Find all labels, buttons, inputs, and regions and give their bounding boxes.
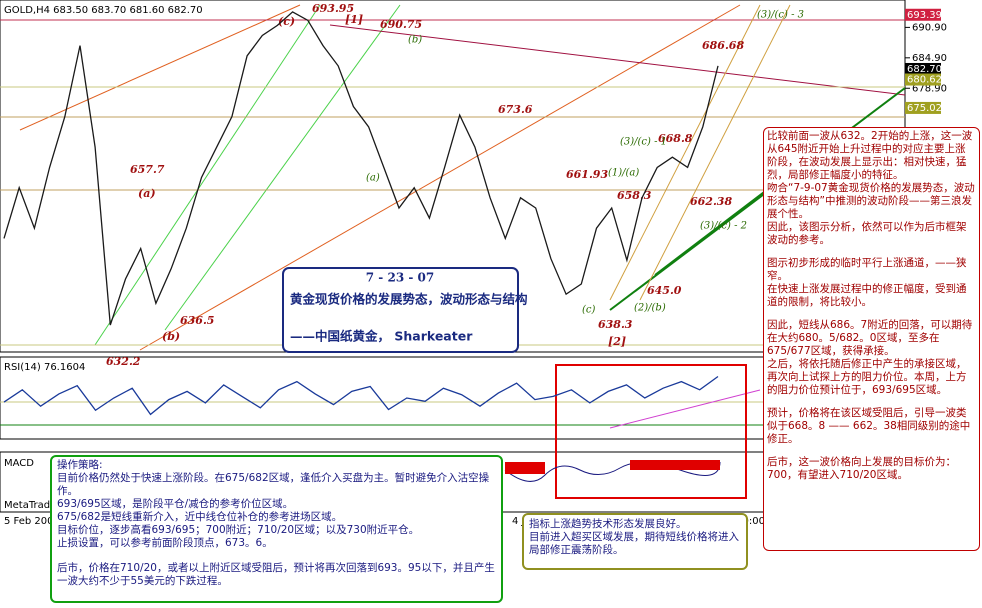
price-tag xyxy=(905,8,941,21)
chart-title: GOLD,H4 683.50 683.70 681.60 682.70 xyxy=(4,5,203,16)
paragraph: 操作策略: xyxy=(57,459,103,471)
wave-label: [2] xyxy=(608,335,626,348)
y-tick-label: 678.90 xyxy=(912,83,947,94)
price-tag xyxy=(905,62,941,75)
price-tag xyxy=(905,73,941,86)
strategy-box: 操作策略: 目前价格仍然处于快速上涨阶段。在675/682区域，逢低介入买盘为主。… xyxy=(50,455,503,603)
wave-label: 661.93 xyxy=(566,168,608,181)
wave-label: (b) xyxy=(162,330,180,343)
box-author: ——中国纸黄金， Sharkeater xyxy=(290,329,473,344)
platform-label: MetaTrader xyxy=(4,500,61,511)
price-line xyxy=(3,11,719,326)
rsi-title: RSI(14) 76.1604 xyxy=(4,362,85,373)
wave-label: (a) xyxy=(366,173,380,184)
wave-label: 693.95 xyxy=(312,2,354,15)
x-label: 5 Feb 2007 xyxy=(4,516,60,527)
paragraph: 693/695区域，是阶段平仓/减仓的参考价位区域。 xyxy=(57,498,294,510)
wave-label: 690.75 xyxy=(380,18,422,31)
wave-label: [1] xyxy=(345,13,363,26)
indicator-box: 指标上涨趋势技术形态发展良好。 目前进入超买区域发展，期待短线价格将进入局部修正震… xyxy=(522,513,748,570)
wave-label: 673.6 xyxy=(498,103,533,116)
wave-label: 645.0 xyxy=(647,284,682,297)
wave-label: 638.3 xyxy=(598,318,633,331)
paragraph: 目前价格仍然处于快速上涨阶段。在675/682区域，逢低介入买盘为主。暂时避免介… xyxy=(57,472,490,497)
wave-label: 632.2 xyxy=(106,355,141,368)
wave-label: (2)/(b) xyxy=(634,303,666,314)
paragraph: 吻合“7-9-07黄金现货价格的发展势态，波动形态与结构”中推测的波动阶段——第… xyxy=(767,182,975,220)
y-tick-label: 684.90 xyxy=(912,53,947,64)
price-tag xyxy=(905,101,941,114)
price-tag-label: 693.39 xyxy=(907,10,942,21)
wave-label: 686.68 xyxy=(702,39,744,52)
paragraph: 之后，将依托随后修正中产生的承接区域，再次向上试探上方的阻力价位。本周，上方的阻… xyxy=(767,358,967,396)
wave-label: 657.7 xyxy=(130,163,165,176)
paragraph: 因此，短线从686。7附近的回落，可以期待在大约680。5/682。0区域，至多… xyxy=(767,319,973,357)
wave-label: 658.3 xyxy=(617,189,652,202)
paragraph: 后市，这一波价格向上发展的目标价为：700，有望进入710/20区域。 xyxy=(767,456,956,481)
wave-label: (c) xyxy=(278,15,295,28)
paragraph: 在快速上涨发展过程中的修正幅度，受到通道的限制，将比较小。 xyxy=(767,283,967,308)
wave-label: (3)/(c) - 1 xyxy=(620,137,667,148)
wave-label: (3)/(c) - 2 xyxy=(700,221,747,232)
wave-labels: 693.95 (c) [1] 690.75 (b) 657.7 (a) 636.… xyxy=(106,2,804,368)
paragraph: 目前进入超买区域发展，期待短线价格将进入局部修正震荡阶段。 xyxy=(529,531,739,556)
paragraph: 因此，该图示分析，依然可以作为后市框架波动的参考。 xyxy=(767,221,967,246)
paragraph: 后市，价格在710/20，或者以上附近区域受阻后，预计将再次回落到693。95以… xyxy=(57,562,495,587)
price-line xyxy=(3,375,719,416)
paragraph: 指标上涨趋势技术形态发展良好。 xyxy=(529,518,687,530)
paragraph: 目标价位，逐步高看693/695；700附近；710/20区域；以及730附近平… xyxy=(57,524,420,536)
wave-label: (c) xyxy=(582,305,596,316)
wave-label: (a) xyxy=(138,187,156,200)
paragraph: 止损设置，可以参考前面阶段顶点，673。6。 xyxy=(57,537,273,549)
price-tag-label: 682.70 xyxy=(907,64,942,75)
wave-label: 668.8 xyxy=(658,132,693,145)
box-date: 7 - 23 - 07 xyxy=(366,271,434,285)
wave-label: 636.5 xyxy=(180,314,214,327)
wave-label: 662.38 xyxy=(690,195,732,208)
paragraph: 比较前面一波从632。2开始的上涨，这一波从645附近开始上升过程中的对应主要上… xyxy=(767,130,973,181)
wave-label: (1)/(a) xyxy=(608,168,639,179)
box-title: 黄金现货价格的发展势态，波动形态与结构 xyxy=(290,292,528,307)
macd-title: MACD xyxy=(4,458,34,469)
analysis-box: 比较前面一波从632。2开始的上涨，这一波从645附近开始上升过程中的对应主要上… xyxy=(763,127,980,551)
paragraph: 675/682是短线重新介入，近中线仓位补仓的参考进场区域。 xyxy=(57,511,343,523)
price-tag-label: 680.62 xyxy=(907,75,942,86)
wave-label: (b) xyxy=(408,35,422,46)
price-tag-label: 675.02 xyxy=(907,103,942,114)
paragraph: 预计，价格将在该区域受阻后，引导一波类似于668。8 —— 662。38相同级别… xyxy=(767,407,971,445)
wave-label: (3)/(c) - 3 xyxy=(757,10,804,21)
y-tick-label: 690.90 xyxy=(912,22,947,33)
paragraph: 图示初步形成的临时平行上涨通道，——狭窄。 xyxy=(767,257,967,282)
